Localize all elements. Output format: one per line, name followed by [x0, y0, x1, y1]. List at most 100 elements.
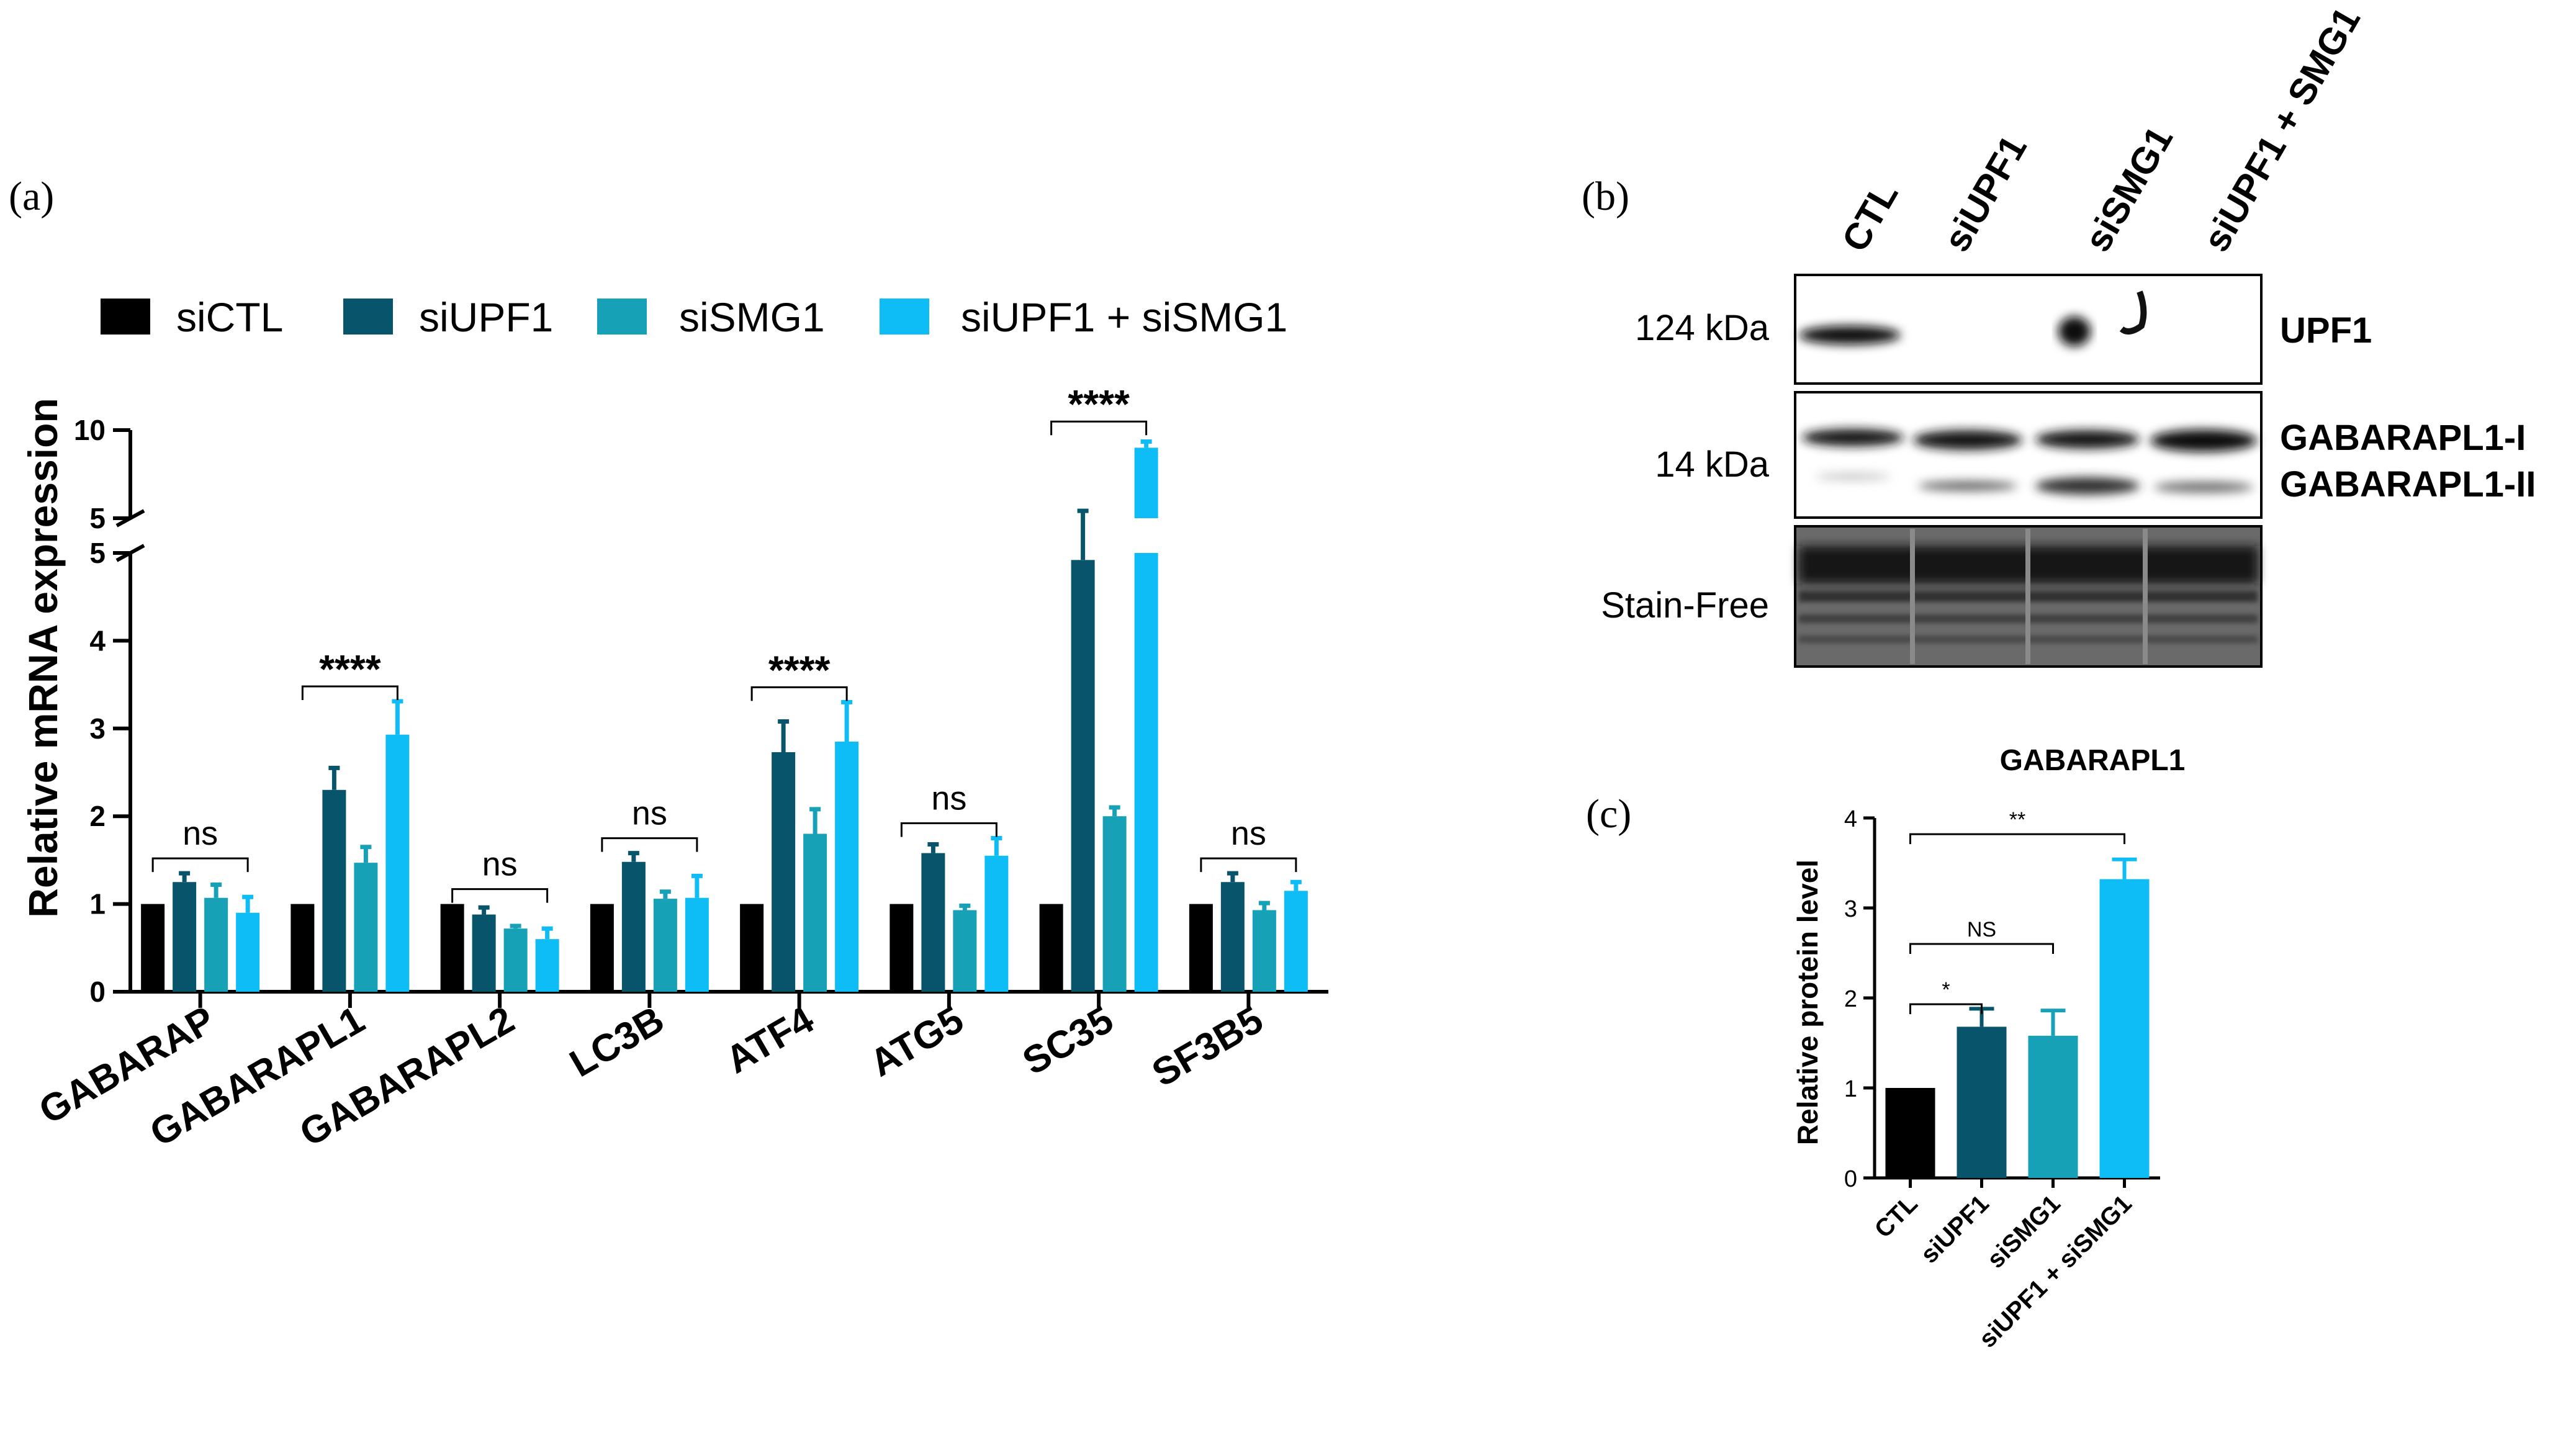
legend-label-sismg1: siSMG1 [679, 294, 825, 340]
blot-band-gabarapl1-i: GABARAPL1-I [2280, 418, 2526, 458]
blot-gabarapl1-ii-band-sismg1 [2035, 477, 2140, 495]
blot-stain-free-gap-1 [1910, 529, 1915, 664]
panel-label-a: (a) [9, 174, 54, 219]
blot-stain-free-gap-2 [2025, 529, 2030, 664]
chart-c-comparison-bracket-ctl-sismg1 [1909, 943, 2054, 954]
legend-label-siupf1: siUPF1 [419, 294, 553, 340]
blot-gabarapl1-i-band-siupf1 [1913, 430, 2022, 450]
chart-a-ytick-label-lower-3: 3 [89, 712, 106, 745]
chart-a-bar-lc3b-sictl [590, 904, 614, 992]
blot-marker-stain-free: Stain-Free [1601, 585, 1769, 626]
chart-c-title: GABARAPL1 [2000, 744, 2186, 777]
chart-a-bar-lc3b-sismg1 [653, 899, 677, 992]
chart-a-xlabel-atg5: ATG5 [863, 998, 971, 1085]
blot-gabarapl1-membrane [1794, 391, 2263, 519]
chart-c-comparison-label-ctl-siupf1-sismg1: ** [2009, 808, 2025, 832]
chart-c-comparison-label-ctl-siupf1: * [1942, 978, 1950, 1002]
chart-a-xlabel-sf3b5: SF3B5 [1145, 998, 1271, 1095]
blot-stain-free-gap-3 [2143, 529, 2148, 664]
chart-a-bar-sf3b5-siupf1 [1220, 882, 1245, 992]
panel-label-c: (c) [1586, 791, 1631, 837]
legend-swatch-sictl [101, 299, 150, 335]
chart-a-xlabel-sc35: SC35 [1016, 998, 1120, 1083]
blot-lane-ctl: CTL [1834, 175, 1906, 259]
chart-c-bar-siupf1-sismg1 [2099, 879, 2150, 1178]
chart-a-bar-lc3b-siupf1-sismg1 [685, 897, 709, 992]
chart-a-bar-gabarapl1-siupf1-sismg1 [385, 734, 410, 992]
blot-marker-124kda: 124 kDa [1635, 308, 1770, 348]
chart-a: Relative mRNA expression 012345510GABARA… [20, 382, 1328, 1155]
blot-upf1-band-sismg1 [2058, 317, 2091, 346]
chart-c: GABARAPL1 Relative protein level 0 1 2 3 4 CT… [1791, 744, 2185, 1353]
chart-a-bar-gabarap-sictl [141, 904, 165, 992]
chart-a-bar-sc35-siupf1-sismg1-lower [1134, 553, 1158, 992]
chart-a-bar-sf3b5-sictl [1189, 904, 1213, 992]
chart-a-sig-label-atg5: ns [931, 780, 966, 817]
chart-a-bar-gabarapl2-siupf1-sismg1 [535, 939, 559, 992]
chart-a-sig-label-lc3b: ns [632, 795, 667, 832]
legend-swatch-siupf1-sismg1 [880, 299, 929, 335]
chart-a-sig-label-sc35: **** [1068, 382, 1130, 426]
blot-band-upf1: UPF1 [2280, 310, 2372, 351]
chart-a-bar-gabarap-siupf1-sismg1 [236, 912, 260, 992]
chart-a-sig-bracket-atg5 [900, 822, 998, 837]
chart-a-bar-gabarap-sismg1 [204, 897, 228, 992]
blot-marker-14kda: 14 kDa [1655, 444, 1770, 485]
blot-upf1-artifact [2119, 290, 2147, 335]
panel-label-b: (b) [1582, 174, 1629, 219]
chart-a-sig-label-sf3b5: ns [1231, 815, 1266, 852]
chart-a-bar-sc35-sictl [1039, 904, 1063, 992]
legend-swatch-siupf1 [343, 299, 393, 335]
chart-c-ytick-label-4: 4 [1844, 806, 1857, 832]
chart-a-bar-lc3b-siupf1 [621, 861, 646, 992]
chart-a-ytick-label-upper-5: 5 [89, 502, 106, 534]
blot-band-gabarapl1-ii: GABARAPL1-II [2280, 464, 2536, 505]
chart-a-sig-label-atf4: **** [768, 647, 831, 692]
chart-a-ytick-label-lower-0: 0 [89, 976, 106, 1008]
blot-gabarapl1-i-band-ctl [1802, 429, 1904, 446]
western-blot: CTL siUPF1 siSMG1 siUPF1 + SMG1 124 kDa … [1601, 0, 2536, 668]
chart-a-ylabel: Relative mRNA expression [20, 398, 66, 918]
chart-a-ytick-label-lower-2: 2 [89, 800, 106, 832]
chart-a-bar-gabarapl2-siupf1 [472, 914, 496, 992]
chart-a-xlabel-lc3b: LC3B [563, 998, 672, 1085]
chart-a-bar-sf3b5-siupf1-sismg1 [1284, 891, 1308, 992]
chart-a-bar-gabarapl1-sictl [290, 904, 315, 992]
blot-lane-siupf1-smg1: siUPF1 + SMG1 [2195, 0, 2368, 258]
chart-a-bar-sc35-siupf1-sismg1-upper [1134, 447, 1158, 518]
chart-c-ytick-label-2: 2 [1844, 986, 1857, 1012]
chart-a-ytick-label-lower-4: 4 [89, 624, 106, 657]
chart-a-sig-bracket-gabarap [151, 857, 249, 873]
chart-c-comparison-bracket-ctl-siupf1 [1909, 1003, 1983, 1015]
blot-lane-siupf1: siUPF1 [1935, 128, 2035, 259]
chart-a-bar-atf4-sismg1 [803, 833, 827, 992]
chart-a-bar-gabarap-siupf1 [173, 882, 197, 992]
legend-swatch-sismg1 [597, 299, 647, 335]
chart-c-xlabel-ctl: CTL [1870, 1190, 1923, 1243]
blot-upf1-band-ctl [1799, 326, 1901, 344]
blot-gabarapl1-ii-band-combo [2154, 482, 2253, 493]
chart-a-bar-atg5-sictl [889, 904, 914, 992]
blot-gabarapl1-i-band-combo [2150, 429, 2257, 452]
blot-lane-sismg1: siSMG1 [2076, 119, 2181, 258]
chart-a-bar-gabarapl2-sismg1 [503, 928, 528, 992]
chart-a-sig-label-gabarap: ns [182, 815, 218, 852]
chart-a-sig-bracket-sf3b5 [1200, 857, 1297, 873]
chart-a-bar-atg5-sismg1 [953, 910, 977, 992]
chart-a-bar-atf4-siupf1-sismg1 [835, 742, 859, 992]
chart-a-sig-bracket-gabarapl1 [301, 685, 399, 700]
chart-a-bar-sf3b5-sismg1 [1252, 910, 1276, 992]
chart-a-bar-atg5-siupf1-sismg1 [984, 855, 1009, 992]
chart-c-ytick-label-0: 0 [1844, 1166, 1857, 1192]
blot-gabarapl1-ii-band-siupf1 [1918, 481, 2017, 491]
chart-c-bar-sismg1 [2028, 1035, 2078, 1178]
chart-a-bar-atf4-sictl [740, 904, 764, 992]
chart-a-ytick-label-upper-10: 10 [74, 414, 106, 446]
chart-a-bar-atf4-siupf1 [772, 752, 796, 992]
blot-upf1-membrane [1794, 274, 2263, 385]
chart-a-bar-gabarapl1-siupf1 [322, 789, 346, 992]
legend-label-siupf1-sismg1: siUPF1 + siSMG1 [961, 294, 1287, 340]
chart-a-sig-label-gabarapl2: ns [482, 846, 518, 883]
chart-c-xlabel-siupf1: siUPF1 [1916, 1190, 1994, 1269]
